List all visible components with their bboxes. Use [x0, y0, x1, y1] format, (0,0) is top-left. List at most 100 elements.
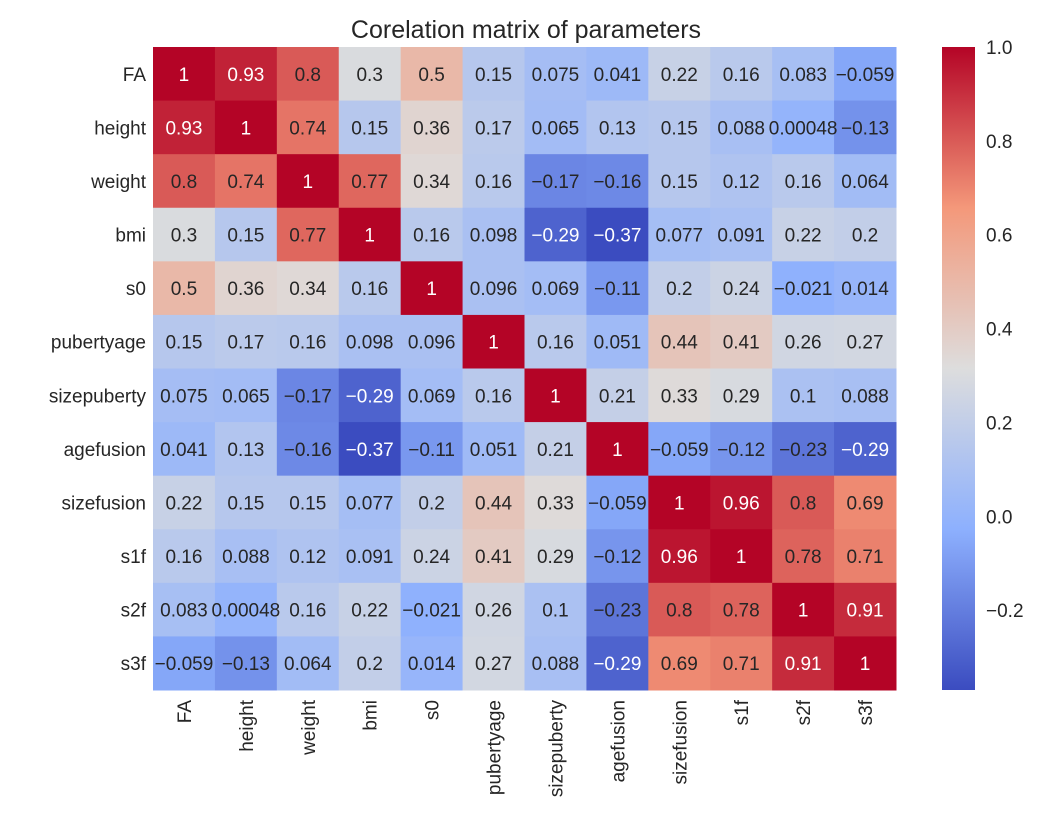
cell-s1f-s0 [400, 529, 464, 584]
cell-value: 0.12 [723, 172, 760, 193]
cell-sizepuberty-s3f [834, 368, 897, 423]
cell-value: 0.27 [475, 654, 512, 675]
cell-bmi-pubertyage [462, 207, 525, 262]
cell-agefusion-weight [276, 422, 340, 477]
cell-FA-weight [276, 47, 340, 102]
cell-value: 0.1 [542, 601, 568, 622]
cell-height-s0 [400, 100, 464, 155]
cell-s0-s3f [834, 261, 897, 316]
cell-value: 0.096 [408, 333, 456, 354]
cell-value: 0.00048 [769, 118, 838, 139]
cell-s3f-s1f [710, 636, 773, 691]
cell-value: 0.21 [599, 386, 636, 407]
cell-FA-s3f [834, 47, 897, 102]
cell-value: 0.91 [847, 601, 884, 622]
cell-weight-s3f [834, 154, 897, 209]
cell-agefusion-s3f [834, 422, 897, 477]
cell-value: 0.065 [532, 118, 580, 139]
cell-height-FA [153, 100, 216, 155]
cell-s0-sizepuberty [524, 261, 587, 316]
cell-value: −0.23 [779, 440, 827, 461]
cell-value: 0.088 [717, 118, 765, 139]
cell-value: 0.69 [847, 493, 884, 514]
cell-s0-FA [153, 261, 216, 316]
cell-value: 0.71 [723, 654, 760, 675]
cell-sizefusion-sizefusion [648, 475, 711, 530]
cell-s1f-sizepuberty [524, 529, 587, 584]
y-label-pubertyage: pubertyage [51, 333, 146, 354]
cell-s3f-bmi [338, 636, 402, 691]
cell-value: 0.34 [289, 279, 326, 300]
cell-value: −0.16 [284, 440, 332, 461]
x-label-FA: FA [175, 700, 196, 724]
y-label-agefusion: agefusion [64, 440, 146, 461]
cell-value: 0.13 [227, 440, 264, 461]
cell-value: −0.13 [841, 118, 889, 139]
cell-bmi-FA [153, 207, 216, 262]
cell-s2f-s0 [400, 582, 464, 637]
cell-value: 1 [860, 654, 871, 675]
cell-FA-sizefusion [648, 47, 711, 102]
cell-height-sizepuberty [524, 100, 587, 155]
cell-s2f-pubertyage [462, 582, 525, 637]
cell-value: 0.064 [841, 172, 889, 193]
cell-sizefusion-pubertyage [462, 475, 525, 530]
y-label-bmi: bmi [115, 226, 146, 247]
cell-value: 0.22 [785, 226, 822, 247]
cell-value: 1 [179, 65, 190, 86]
cell-value: 0.098 [470, 226, 518, 247]
colorbar-tick-labels: 1.0 0.8 0.6 0.4 0.2 0.0 −0.2 [986, 38, 1024, 622]
cell-value: 0.077 [656, 226, 704, 247]
cell-pubertyage-s0 [400, 314, 464, 369]
cell-value: 0.96 [661, 547, 698, 568]
cell-pubertyage-s2f [772, 314, 835, 369]
cell-s3f-s2f [772, 636, 835, 691]
cell-s0-s1f [710, 261, 773, 316]
heatmap-cells [153, 47, 897, 691]
cell-value: −0.059 [155, 654, 214, 675]
cell-weight-bmi [338, 154, 402, 209]
cell-s2f-s3f [834, 582, 897, 637]
cell-value: −0.29 [593, 654, 641, 675]
cell-value: −0.17 [531, 172, 579, 193]
cell-value: 0.15 [475, 65, 512, 86]
cell-value: 0.065 [222, 386, 270, 407]
colorbar-tick-label: 0.2 [986, 413, 1012, 434]
cell-agefusion-bmi [338, 422, 402, 477]
cell-value: 0.26 [785, 333, 822, 354]
cell-height-s3f [834, 100, 897, 155]
cell-value: 0.8 [666, 601, 692, 622]
colorbar-tick-label: −0.2 [986, 601, 1024, 622]
cell-value: 0.051 [470, 440, 518, 461]
cell-pubertyage-height [214, 314, 278, 369]
cell-value: 0.075 [532, 65, 580, 86]
cell-value: 0.041 [594, 65, 642, 86]
cell-value: 0.069 [408, 386, 456, 407]
cell-s2f-FA [153, 582, 216, 637]
cell-value: −0.29 [531, 226, 579, 247]
cell-value: 0.16 [289, 333, 326, 354]
cell-value: 1 [736, 547, 747, 568]
cell-pubertyage-agefusion [586, 314, 649, 369]
cell-value: 0.26 [475, 601, 512, 622]
cell-value: 0.15 [289, 493, 326, 514]
cell-value: 1 [798, 601, 809, 622]
cell-height-height [214, 100, 278, 155]
cell-sizefusion-s0 [400, 475, 464, 530]
cell-sizefusion-agefusion [586, 475, 649, 530]
cell-s0-s2f [772, 261, 835, 316]
cell-value: −0.13 [222, 654, 270, 675]
cell-value: 0.74 [289, 118, 326, 139]
y-label-FA: FA [123, 65, 147, 86]
cell-bmi-s2f [772, 207, 835, 262]
cell-weight-sizepuberty [524, 154, 587, 209]
cell-value: −0.021 [774, 279, 833, 300]
cell-bmi-sizepuberty [524, 207, 587, 262]
cell-agefusion-agefusion [586, 422, 649, 477]
cell-s2f-bmi [338, 582, 402, 637]
cell-value: 0.088 [841, 386, 889, 407]
cell-sizepuberty-agefusion [586, 368, 649, 423]
y-label-weight: weight [90, 172, 147, 193]
cell-value: −0.16 [593, 172, 641, 193]
cell-weight-s0 [400, 154, 464, 209]
